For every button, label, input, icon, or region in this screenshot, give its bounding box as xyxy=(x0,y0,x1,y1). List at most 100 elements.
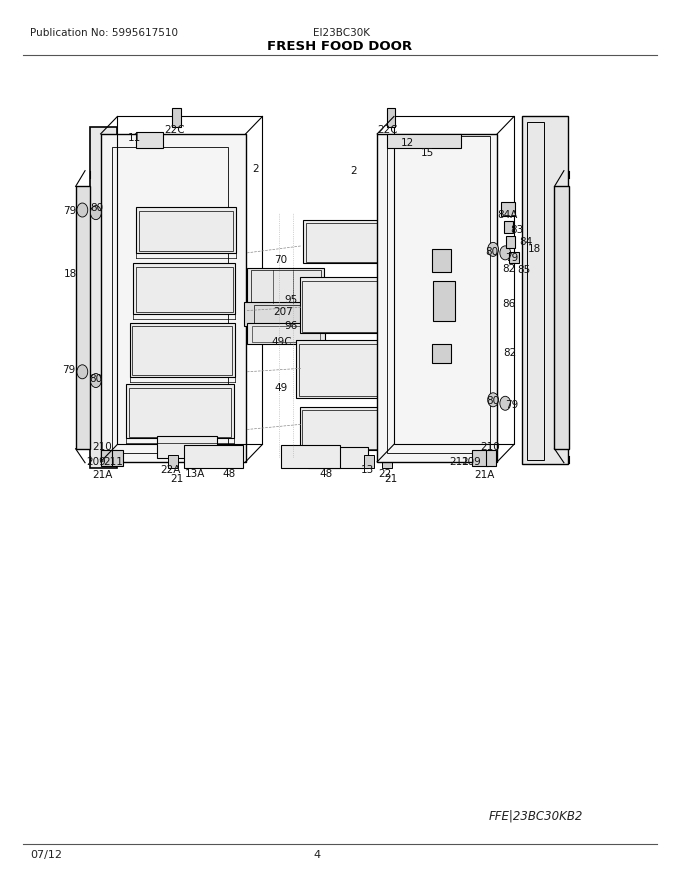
Bar xyxy=(156,436,217,458)
Text: 21A: 21A xyxy=(474,470,494,480)
Text: 70: 70 xyxy=(274,255,287,265)
Circle shape xyxy=(90,373,101,387)
Circle shape xyxy=(488,392,498,407)
Text: EI23BC30K: EI23BC30K xyxy=(313,28,370,39)
Text: 80: 80 xyxy=(486,247,498,257)
Bar xyxy=(302,281,381,332)
Bar xyxy=(296,341,384,398)
Bar xyxy=(129,387,231,436)
Bar xyxy=(184,445,243,468)
Bar xyxy=(252,326,320,342)
Text: 22: 22 xyxy=(379,469,392,479)
Bar xyxy=(168,455,178,468)
Bar xyxy=(522,116,568,464)
Bar xyxy=(136,208,236,253)
Text: 21A: 21A xyxy=(92,470,113,480)
Bar xyxy=(101,450,118,466)
Text: 21: 21 xyxy=(170,474,184,484)
Bar xyxy=(133,263,235,314)
Bar xyxy=(387,134,462,148)
Bar xyxy=(251,270,321,303)
Bar xyxy=(381,455,392,468)
Text: 79: 79 xyxy=(63,365,75,375)
Bar xyxy=(305,224,382,261)
Bar xyxy=(433,281,455,321)
Text: 22A: 22A xyxy=(160,465,180,474)
Bar xyxy=(307,447,369,468)
Text: 80: 80 xyxy=(90,203,104,213)
Circle shape xyxy=(488,242,498,256)
Text: 48: 48 xyxy=(320,469,333,479)
Text: 209: 209 xyxy=(462,457,481,467)
Text: FFE|23BC30KB2: FFE|23BC30KB2 xyxy=(488,810,583,823)
Bar xyxy=(299,277,384,334)
Text: FRESH FOOD DOOR: FRESH FOOD DOOR xyxy=(267,40,413,53)
Bar xyxy=(172,107,181,127)
Text: 4: 4 xyxy=(313,850,320,861)
Text: 22C: 22C xyxy=(165,125,185,135)
Text: 82: 82 xyxy=(502,265,515,275)
Text: 80: 80 xyxy=(486,396,500,406)
Text: 84A: 84A xyxy=(497,210,517,220)
Bar xyxy=(247,323,325,344)
Text: 49: 49 xyxy=(275,383,288,392)
Bar xyxy=(281,445,340,468)
Text: 82: 82 xyxy=(503,348,517,357)
Text: 11: 11 xyxy=(128,133,141,143)
Text: 07/12: 07/12 xyxy=(30,850,62,861)
Text: 22C: 22C xyxy=(377,125,398,135)
Bar xyxy=(112,450,123,466)
Bar xyxy=(504,222,513,232)
Bar xyxy=(254,305,318,325)
Circle shape xyxy=(77,365,88,378)
Text: 209: 209 xyxy=(86,457,105,467)
Text: 96: 96 xyxy=(285,321,298,332)
Text: 13: 13 xyxy=(360,465,373,474)
Text: 85: 85 xyxy=(517,266,530,275)
Bar xyxy=(500,202,515,216)
Text: 21: 21 xyxy=(384,474,397,484)
Bar xyxy=(188,455,199,468)
Text: 12: 12 xyxy=(401,137,414,148)
Bar xyxy=(126,384,234,438)
Bar xyxy=(387,136,490,453)
Bar xyxy=(432,344,451,363)
Bar xyxy=(528,121,545,460)
Bar xyxy=(299,344,381,396)
Text: 79: 79 xyxy=(64,206,77,216)
Text: 211: 211 xyxy=(449,457,469,467)
Bar xyxy=(509,252,519,263)
Bar xyxy=(133,326,232,375)
Bar xyxy=(486,450,496,466)
Bar xyxy=(386,107,395,127)
Text: 13A: 13A xyxy=(185,469,205,479)
Bar xyxy=(136,132,163,148)
Text: 2: 2 xyxy=(350,165,357,176)
Text: 18: 18 xyxy=(528,245,541,254)
Text: 79: 79 xyxy=(505,253,519,263)
Text: 18: 18 xyxy=(64,269,77,279)
Bar xyxy=(112,147,228,453)
Text: 80: 80 xyxy=(89,374,103,384)
Bar xyxy=(302,410,379,449)
Bar xyxy=(118,116,262,444)
Text: 48: 48 xyxy=(223,469,236,479)
Text: 95: 95 xyxy=(285,295,298,305)
Bar xyxy=(130,323,235,377)
Bar xyxy=(139,211,233,251)
Text: 2: 2 xyxy=(252,164,259,174)
Bar xyxy=(506,236,515,247)
Text: 83: 83 xyxy=(510,225,524,235)
Text: 79: 79 xyxy=(505,400,518,410)
Bar xyxy=(90,127,118,468)
Bar xyxy=(377,134,497,462)
Circle shape xyxy=(90,206,101,220)
Bar xyxy=(554,187,569,449)
Bar xyxy=(394,116,514,444)
Bar xyxy=(364,455,374,468)
Text: 49C: 49C xyxy=(271,337,292,347)
Text: 211: 211 xyxy=(103,457,122,467)
Text: 210: 210 xyxy=(92,442,112,452)
Text: 86: 86 xyxy=(502,299,515,310)
Bar xyxy=(244,302,328,326)
